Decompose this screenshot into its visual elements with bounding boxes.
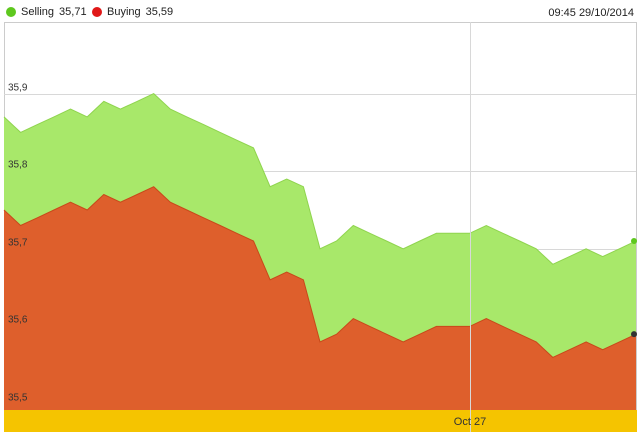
legend-selling-value: 35,71 bbox=[59, 6, 87, 18]
end-markers bbox=[631, 238, 637, 338]
buying-area bbox=[4, 186, 636, 410]
timestamp: 09:45 29/10/2014 bbox=[548, 7, 634, 19]
selling-area-end-marker[interactable] bbox=[631, 238, 637, 245]
y-tick-label: 35,7 bbox=[8, 238, 28, 249]
y-axis-ticks: 35,5 35,6 35,7 35,8 35,9 bbox=[8, 83, 28, 404]
legend-buying-name: Buying bbox=[107, 6, 141, 18]
selling-dot-icon bbox=[6, 7, 16, 17]
selling-area-line bbox=[3, 93, 637, 265]
chart-header: Selling 35,71 Buying 35,59 09:45 29/10/2… bbox=[0, 0, 640, 24]
y-tick-label: 35,9 bbox=[8, 83, 28, 94]
legend-selling-name: Selling bbox=[21, 6, 55, 18]
y-tick-label: 35,6 bbox=[8, 315, 28, 326]
area-series bbox=[3, 93, 637, 410]
legend-selling[interactable]: Selling 35,71 bbox=[6, 6, 87, 18]
y-tick-label: 35,8 bbox=[8, 160, 28, 171]
buying-dot-icon bbox=[92, 7, 102, 17]
timeline-bar[interactable] bbox=[4, 410, 637, 432]
legend-buying[interactable]: Buying 35,59 bbox=[92, 6, 173, 18]
legend-buying-value: 35,59 bbox=[145, 6, 174, 18]
x-axis-date-label: Oct 27 bbox=[454, 416, 486, 428]
buying-area-line bbox=[3, 186, 637, 358]
y-tick-label: 35,5 bbox=[8, 393, 28, 404]
buying-area-end-marker[interactable] bbox=[631, 331, 637, 338]
